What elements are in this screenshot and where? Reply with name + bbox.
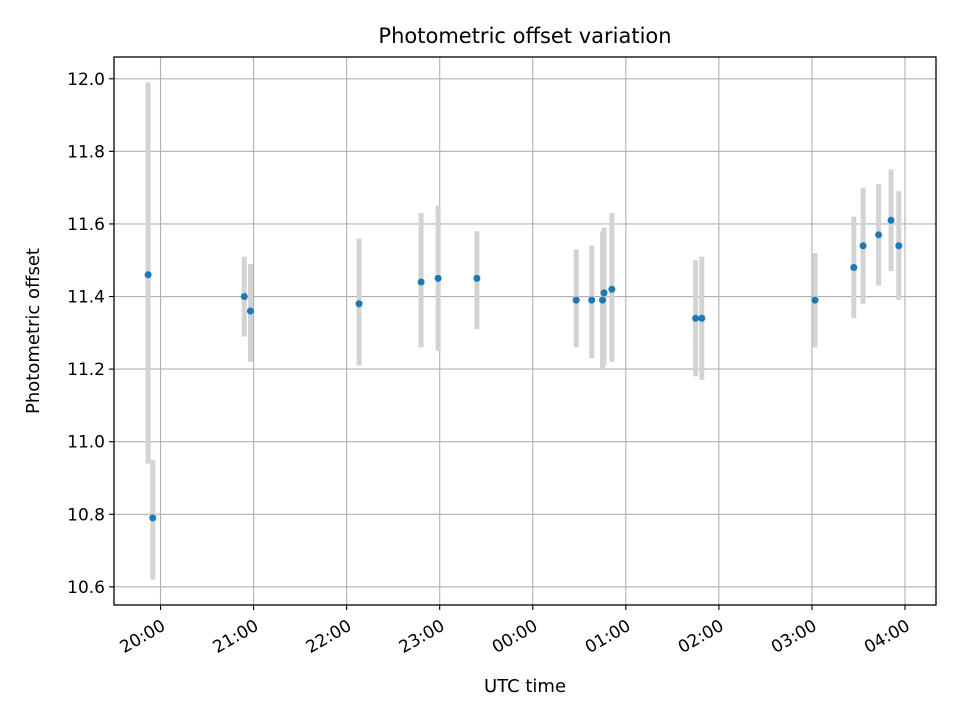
data-point: [875, 231, 883, 239]
data-point: [434, 274, 442, 282]
plot-frame: [113, 56, 937, 606]
y-axis-label: Photometric offset: [23, 248, 44, 414]
y-tick-label: 10.6: [67, 578, 105, 598]
data-point: [473, 274, 481, 282]
data-point: [895, 242, 903, 250]
y-tick-label: 11.4: [67, 288, 105, 308]
y-tick-label: 11.6: [67, 215, 105, 235]
y-tick-label: 12.0: [67, 70, 105, 90]
x-axis-label: UTC time: [484, 676, 566, 697]
data-point: [572, 296, 580, 304]
data-point: [608, 285, 616, 293]
y-tick-label: 11.2: [67, 360, 105, 380]
data-point: [599, 296, 607, 304]
data-point: [698, 314, 706, 322]
data-point: [149, 514, 157, 522]
data-point: [887, 216, 895, 224]
data-point: [850, 263, 858, 271]
grid: [114, 57, 936, 605]
data-point: [240, 293, 248, 301]
data-point: [811, 296, 819, 304]
y-tick-label: 11.8: [67, 142, 105, 162]
data-point: [692, 314, 700, 322]
data-points: [144, 216, 903, 522]
y-axis-ticks: 10.6 10.8 11.0 11.2 11.4 11.6 11.8 12.0: [67, 70, 114, 598]
chart-title: Photometric offset variation: [378, 24, 671, 48]
y-tick-label: 11.0: [67, 433, 105, 453]
y-tick-label: 10.8: [67, 505, 105, 525]
data-point: [859, 242, 867, 250]
data-point: [600, 289, 608, 297]
data-point: [144, 271, 152, 279]
data-point: [417, 278, 425, 286]
data-point: [246, 307, 254, 315]
data-point: [355, 300, 363, 308]
data-point: [588, 296, 596, 304]
